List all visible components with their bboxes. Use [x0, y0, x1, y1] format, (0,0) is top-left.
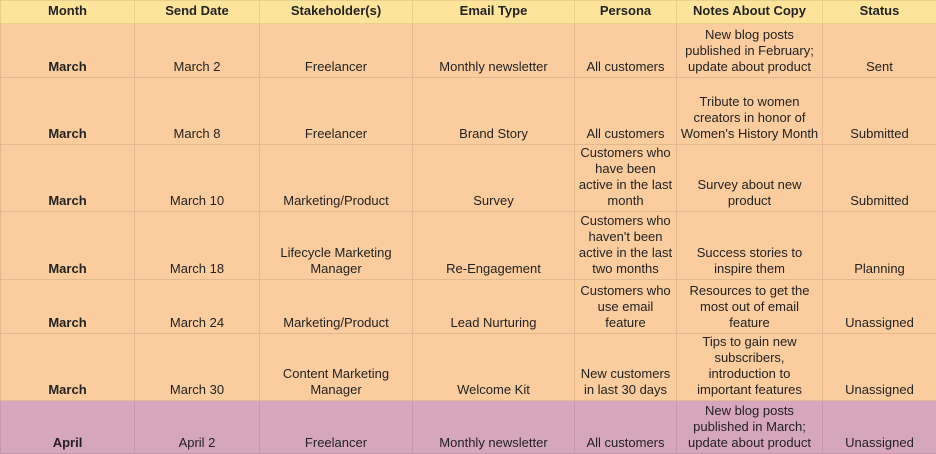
- header-status[interactable]: Status: [823, 1, 936, 24]
- cell-status[interactable]: Unassigned: [823, 280, 936, 334]
- cell-send-date[interactable]: March 8: [135, 78, 260, 145]
- header-persona[interactable]: Persona: [575, 1, 677, 24]
- cell-status[interactable]: Sent: [823, 24, 936, 78]
- cell-stakeholder[interactable]: Marketing/Product: [260, 280, 413, 334]
- cell-month[interactable]: March: [1, 78, 135, 145]
- cell-month[interactable]: March: [1, 334, 135, 401]
- cell-stakeholder[interactable]: Freelancer: [260, 401, 413, 454]
- cell-month[interactable]: March: [1, 212, 135, 280]
- cell-send-date[interactable]: March 18: [135, 212, 260, 280]
- cell-notes[interactable]: Survey about new product: [677, 145, 823, 212]
- header-row: Month Send Date Stakeholder(s) Email Typ…: [1, 1, 936, 24]
- cell-stakeholder[interactable]: Freelancer: [260, 78, 413, 145]
- cell-notes[interactable]: Tips to gain new subscribers, introducti…: [677, 334, 823, 401]
- cell-email-type[interactable]: Re-Engagement: [413, 212, 575, 280]
- cell-notes[interactable]: New blog posts published in February; up…: [677, 24, 823, 78]
- cell-email-type[interactable]: Welcome Kit: [413, 334, 575, 401]
- cell-send-date[interactable]: March 10: [135, 145, 260, 212]
- cell-stakeholder[interactable]: Freelancer: [260, 24, 413, 78]
- cell-persona[interactable]: Customers who use email feature: [575, 280, 677, 334]
- cell-persona[interactable]: Customers who haven't been active in the…: [575, 212, 677, 280]
- cell-month[interactable]: March: [1, 145, 135, 212]
- cell-status[interactable]: Unassigned: [823, 334, 936, 401]
- header-send-date[interactable]: Send Date: [135, 1, 260, 24]
- header-stakeholders[interactable]: Stakeholder(s): [260, 1, 413, 24]
- cell-status[interactable]: Planning: [823, 212, 936, 280]
- cell-send-date[interactable]: March 30: [135, 334, 260, 401]
- cell-stakeholder[interactable]: Content Marketing Manager: [260, 334, 413, 401]
- cell-persona[interactable]: All customers: [575, 401, 677, 454]
- cell-notes[interactable]: Tribute to women creators in honor of Wo…: [677, 78, 823, 145]
- cell-persona[interactable]: All customers: [575, 78, 677, 145]
- cell-email-type[interactable]: Survey: [413, 145, 575, 212]
- cell-persona[interactable]: Customers who have been active in the la…: [575, 145, 677, 212]
- cell-stakeholder[interactable]: Lifecycle Marketing Manager: [260, 212, 413, 280]
- cell-email-type[interactable]: Monthly newsletter: [413, 401, 575, 454]
- cell-persona[interactable]: New customers in last 30 days: [575, 334, 677, 401]
- header-notes[interactable]: Notes About Copy: [677, 1, 823, 24]
- cell-month[interactable]: March: [1, 280, 135, 334]
- cell-notes[interactable]: New blog posts published in March; updat…: [677, 401, 823, 454]
- cell-stakeholder[interactable]: Marketing/Product: [260, 145, 413, 212]
- cell-email-type[interactable]: Monthly newsletter: [413, 24, 575, 78]
- cell-status[interactable]: Submitted: [823, 145, 936, 212]
- cell-status[interactable]: Submitted: [823, 78, 936, 145]
- cell-send-date[interactable]: March 24: [135, 280, 260, 334]
- cell-month[interactable]: April: [1, 401, 135, 454]
- cell-send-date[interactable]: April 2: [135, 401, 260, 454]
- cell-email-type[interactable]: Lead Nurturing: [413, 280, 575, 334]
- cell-email-type[interactable]: Brand Story: [413, 78, 575, 145]
- cell-notes[interactable]: Resources to get the most out of email f…: [677, 280, 823, 334]
- cell-send-date[interactable]: March 2: [135, 24, 260, 78]
- cell-persona[interactable]: All customers: [575, 24, 677, 78]
- cell-status[interactable]: Unassigned: [823, 401, 936, 454]
- header-email-type[interactable]: Email Type: [413, 1, 575, 24]
- cell-notes[interactable]: Success stories to inspire them: [677, 212, 823, 280]
- cell-month[interactable]: March: [1, 24, 135, 78]
- header-month[interactable]: Month: [1, 1, 135, 24]
